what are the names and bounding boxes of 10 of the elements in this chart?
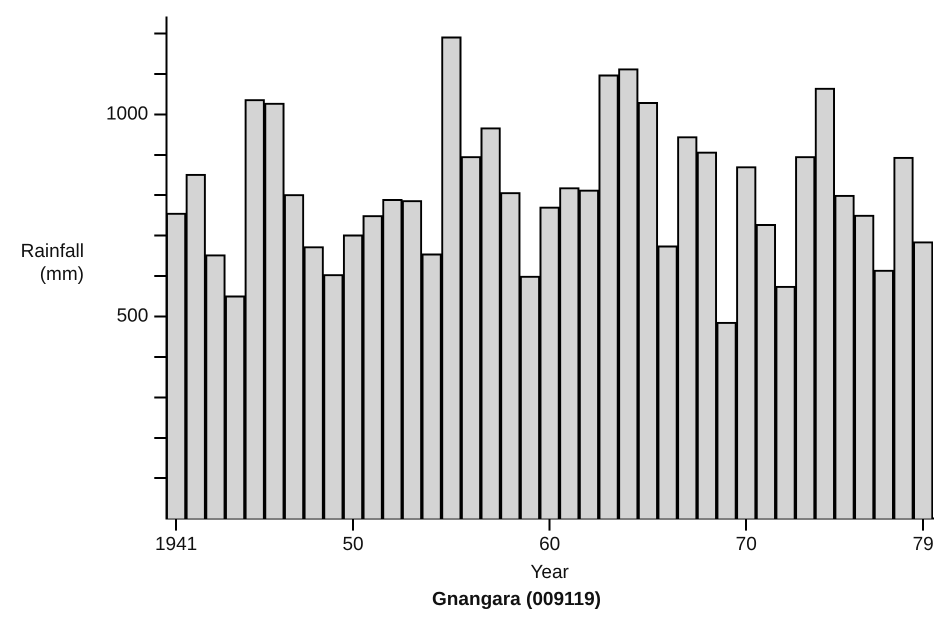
x-tick-label: 50 xyxy=(342,534,364,556)
x-axis-title: Year xyxy=(530,562,570,584)
x-tick-label: 79 xyxy=(912,534,934,556)
x-tick-label: 1941 xyxy=(154,534,198,556)
text: Gnangara (009119) xyxy=(432,588,601,610)
x-tick-label: 70 xyxy=(736,534,757,556)
y-axis-title: Rainfall (mm) xyxy=(20,240,84,286)
y-tick-label: 1000 xyxy=(106,104,148,125)
y-tick-label: 500 xyxy=(116,306,148,327)
x-tick-label: 60 xyxy=(539,534,560,556)
